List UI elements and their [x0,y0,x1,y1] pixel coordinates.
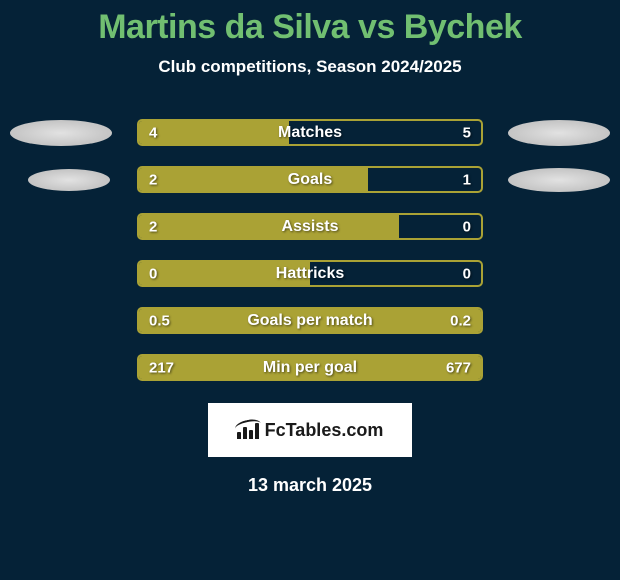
player-left-marker-wrap [0,169,137,191]
player-right-marker-wrap [483,168,620,192]
logo-badge: FcTables.com [208,403,412,457]
stat-value-right: 5 [463,124,471,141]
stat-row: 2 Assists 0 [0,213,620,240]
comparison-subtitle: Club competitions, Season 2024/2025 [0,57,620,77]
player-right-marker [508,168,610,192]
comparison-title: Martins da Silva vs Bychek [0,0,620,47]
stat-row: 0 Hattricks 0 [0,260,620,287]
stat-bar-left-fill [139,168,368,191]
stat-value-right: 0 [463,218,471,235]
chart-icon [237,421,259,439]
stat-label: Assists [282,218,339,236]
player-left-marker [10,120,112,146]
stat-bar: 4 Matches 5 [137,119,483,146]
stat-bar-left-fill [139,121,289,144]
stat-value-right: 0.2 [450,312,471,329]
logo-text: FcTables.com [265,420,384,441]
stat-bar: 2 Goals 1 [137,166,483,193]
stat-value-left: 2 [149,218,157,235]
stat-label: Min per goal [263,359,357,377]
stat-value-left: 2 [149,171,157,188]
stat-value-right: 677 [446,359,471,376]
stat-row: 0.5 Goals per match 0.2 [0,307,620,334]
player-right-marker-wrap [483,120,620,146]
player-left-marker [28,169,110,191]
stat-label: Goals [288,171,332,189]
stat-bar: 2 Assists 0 [137,213,483,240]
stat-value-right: 1 [463,171,471,188]
stat-bar: 0.5 Goals per match 0.2 [137,307,483,334]
stat-bar: 217 Min per goal 677 [137,354,483,381]
stat-row: 2 Goals 1 [0,166,620,193]
stat-label: Matches [278,124,342,142]
stat-bar-left-fill [139,215,399,238]
stat-value-left: 0.5 [149,312,170,329]
stat-value-right: 0 [463,265,471,282]
stat-value-left: 0 [149,265,157,282]
stat-label: Hattricks [276,265,344,283]
stat-row: 217 Min per goal 677 [0,354,620,381]
stat-label: Goals per match [247,312,372,330]
comparison-date: 13 march 2025 [0,475,620,496]
stat-value-left: 217 [149,359,174,376]
stats-container: 4 Matches 5 2 Goals 1 2 Assists 0 0 Ha [0,119,620,381]
stat-bar: 0 Hattricks 0 [137,260,483,287]
stat-value-left: 4 [149,124,157,141]
player-right-marker [508,120,610,146]
player-left-marker-wrap [0,120,137,146]
stat-row: 4 Matches 5 [0,119,620,146]
